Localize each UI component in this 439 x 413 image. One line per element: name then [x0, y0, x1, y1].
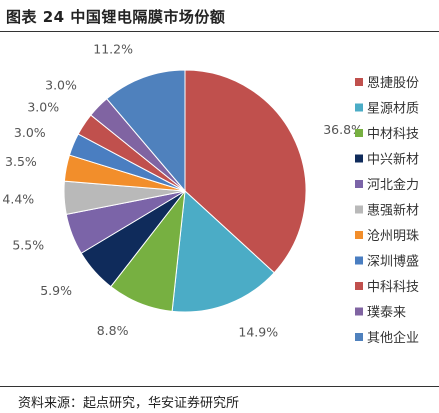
legend-swatch-6 — [355, 205, 363, 214]
pie-slices — [63, 69, 307, 313]
pie-labels: 36.8% 14.9% 8.8% 5.9% 5.5% 4.4% 3.5% 3.0% 3.0% 3.… — [2, 41, 363, 339]
legend-swatch-9 — [355, 282, 363, 290]
pie-label-9: 3.0% — [27, 100, 59, 115]
pie-label-1: 36.8% — [323, 122, 363, 137]
source-note: 资料来源：起点研究，华安证券研究所 — [18, 396, 240, 411]
pie-label-4: 5.9% — [40, 283, 72, 298]
legend-swatch-11 — [355, 333, 363, 341]
source-rule — [0, 386, 439, 387]
pie-label-2: 14.9% — [238, 324, 278, 339]
legend-label-10: 璞泰来 — [367, 306, 406, 321]
pie-label-7: 3.5% — [5, 154, 37, 169]
legend-label-5: 河北金力 — [367, 177, 419, 193]
legend-swatch-2 — [355, 103, 363, 112]
pie-slice-2 — [171, 189, 275, 313]
pie-label-10: 3.0% — [45, 78, 77, 93]
legend-label-6: 惠强新材 — [367, 203, 419, 219]
legend-swatch-4 — [355, 154, 363, 163]
figure-title: 图表 24 中国锂电隔膜市场份额 — [6, 8, 226, 26]
pie-label-11: 11.2% — [93, 41, 133, 56]
legend-label-2: 星源材质 — [367, 102, 419, 117]
pie-label-5: 5.5% — [12, 237, 44, 252]
pie-label-3: 8.8% — [97, 323, 129, 338]
legend-swatch-7 — [355, 231, 363, 239]
legend-swatch-10 — [355, 307, 363, 316]
legend-swatch-1 — [355, 78, 363, 86]
legend-label-4: 中兴新材 — [367, 152, 419, 168]
legend-label-7: 沧州明珠 — [367, 228, 419, 244]
legend-label-3: 中材科技 — [367, 127, 419, 142]
legend-label-1: 恩捷股份 — [367, 76, 419, 91]
legend-swatch-8 — [355, 256, 363, 265]
legend-label-8: 深圳博盛 — [367, 255, 419, 270]
legend: 恩捷股份星源材质中材科技中兴新材河北金力惠强新材沧州明珠深圳博盛中科科技璞泰来其… — [355, 76, 419, 346]
legend-swatch-3 — [355, 129, 363, 137]
legend-swatch-5 — [355, 180, 363, 188]
legend-label-9: 中科科技 — [367, 280, 419, 295]
pie-label-6: 4.4% — [2, 192, 34, 207]
title-rule — [0, 31, 439, 32]
legend-label-11: 其他企业 — [367, 330, 419, 346]
pie-slice-11 — [106, 69, 186, 193]
pie-chart: 36.8% 14.9% 8.8% 5.9% 5.5% 4.4% 3.5% 3.0% 3.0% 3.… — [2, 41, 419, 346]
pie-label-8: 3.0% — [14, 125, 46, 140]
pie-slice-1 — [184, 69, 307, 274]
